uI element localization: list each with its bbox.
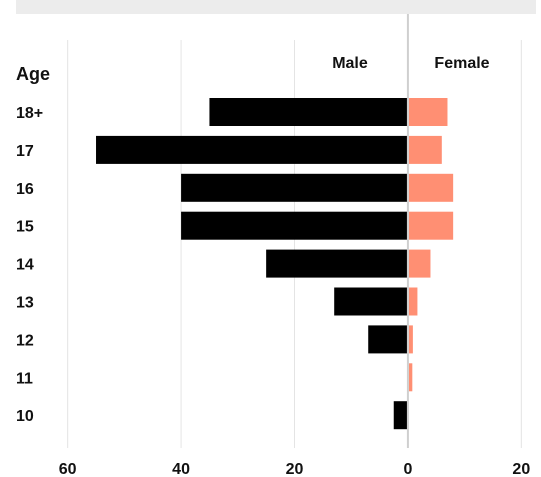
male-bar-18+ (209, 98, 408, 126)
x-tick-labels: 60 40 20 0 20 (59, 461, 531, 477)
female-bar-15 (408, 211, 454, 240)
x-tick-label: 60 (59, 461, 77, 477)
age-label-18+: 18+ (16, 105, 43, 122)
male-bar-14 (266, 249, 408, 278)
male-bar-12 (368, 325, 408, 354)
top-bar (16, 0, 536, 14)
female-bar-11 (408, 363, 413, 392)
age-label-15: 15 (16, 219, 34, 236)
female-bar-16 (408, 173, 454, 202)
y-axis-title: Age (16, 64, 50, 84)
female-bar-12 (408, 325, 413, 354)
x-tick-label: 40 (172, 461, 190, 477)
age-label-11: 11 (16, 370, 33, 387)
legend-female: Female (434, 55, 489, 72)
x-tick-label: 0 (403, 461, 412, 477)
age-label-17: 17 (16, 143, 34, 160)
female-bar-14 (408, 249, 431, 278)
x-tick-label: 20 (286, 461, 304, 477)
male-bars (96, 98, 408, 430)
male-bar-15 (181, 211, 408, 240)
female-bar-13 (408, 287, 418, 316)
male-bar-13 (334, 287, 408, 316)
age-category-labels: 18+ 17 16 15 14 13 12 11 10 (16, 105, 43, 425)
female-bars (408, 98, 454, 392)
age-label-10: 10 (16, 408, 34, 425)
x-tick-label: 20 (512, 461, 530, 477)
female-bar-18+ (408, 98, 448, 126)
male-bar-17 (96, 135, 408, 164)
age-label-14: 14 (16, 257, 34, 274)
legend-male: Male (332, 55, 368, 72)
age-label-12: 12 (16, 332, 34, 349)
age-label-13: 13 (16, 295, 34, 312)
male-bar-10 (393, 401, 408, 430)
age-label-16: 16 (16, 181, 34, 198)
male-bar-16 (181, 173, 408, 202)
female-bar-17 (408, 135, 442, 164)
